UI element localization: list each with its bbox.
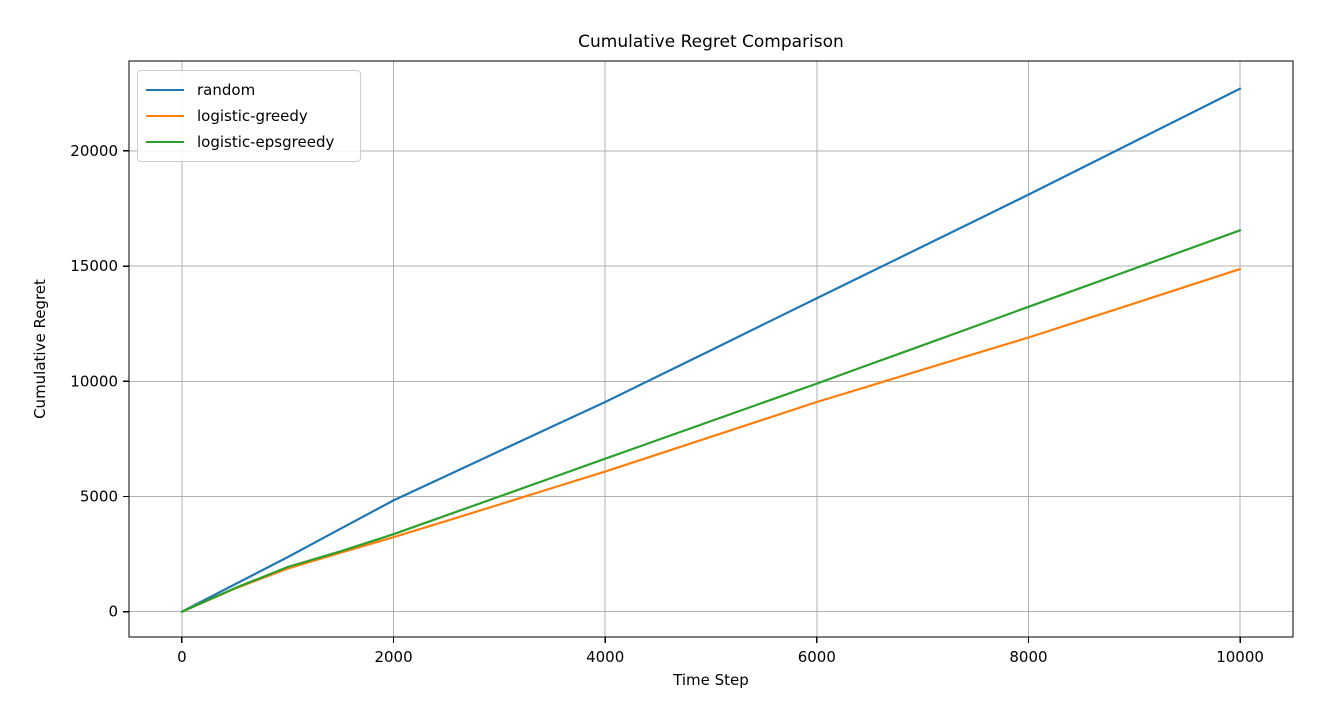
axes-frame: [128, 60, 1294, 638]
legend: random logistic-greedy logistic-epsgreedy: [137, 70, 361, 162]
legend-swatch-random: [146, 88, 184, 92]
series-line-logistic-greedy: [180, 268, 1242, 613]
x-tick-label-1: 2000: [374, 648, 412, 666]
x-tick-label-3: 6000: [798, 648, 836, 666]
y-tick-label-1: 5000: [80, 487, 118, 505]
x-tick-label-2: 4000: [586, 648, 624, 666]
y-axis-label: Cumulative Regret: [31, 279, 49, 419]
legend-swatch-logistic-greedy: [146, 114, 184, 118]
legend-swatch-logistic-epsgreedy: [146, 140, 184, 144]
x-tick-label-4: 8000: [1009, 648, 1047, 666]
legend-item-logistic-epsgreedy: logistic-epsgreedy: [146, 129, 348, 155]
y-tick-label-0: 0: [108, 603, 118, 621]
chart-title: Cumulative Regret Comparison: [578, 32, 844, 52]
x-tick-label-5: 10000: [1216, 648, 1264, 666]
series-line-random: [180, 87, 1242, 613]
legend-item-logistic-greedy: logistic-greedy: [146, 103, 348, 129]
series-line-logistic-epsgreedy: [180, 229, 1242, 613]
y-tick-label-3: 15000: [70, 257, 118, 275]
y-tick-label-2: 10000: [70, 372, 118, 390]
legend-label-logistic-greedy: logistic-greedy: [197, 107, 308, 125]
legend-item-random: random: [146, 77, 348, 103]
legend-label-random: random: [197, 81, 256, 99]
legend-label-logistic-epsgreedy: logistic-epsgreedy: [197, 133, 335, 151]
x-tick-label-0: 0: [177, 648, 187, 666]
x-axis-label: Time Step: [673, 671, 749, 689]
y-tick-label-4: 20000: [70, 142, 118, 160]
